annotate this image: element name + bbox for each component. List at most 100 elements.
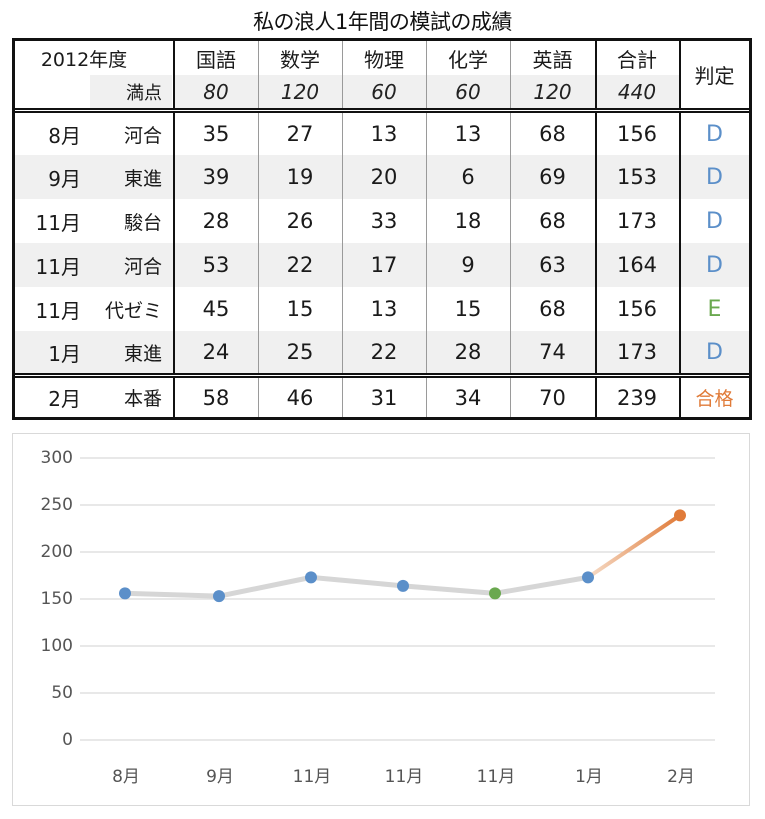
year-label: 2012年度 — [40, 48, 128, 71]
row-score: 6 — [461, 165, 475, 189]
judgement-badge: 合格 — [695, 388, 734, 410]
row-provider: 東進 — [123, 167, 162, 190]
row-provider: 代ゼミ — [104, 299, 162, 322]
page-title: 私の浪人1年間の模試の成績 — [253, 10, 512, 34]
data-point-marker — [396, 579, 409, 592]
row-total: 153 — [616, 165, 658, 189]
row-month: 1月 — [48, 341, 81, 366]
row-shade-4 — [15, 243, 749, 287]
row-score: 13 — [370, 122, 398, 146]
row-provider: 本番 — [123, 388, 162, 410]
col-divider — [258, 41, 259, 417]
row-score: 68 — [539, 122, 566, 146]
row-score: 58 — [202, 385, 230, 410]
x-tick-label: 11月 — [384, 767, 424, 787]
row-month: 11月 — [35, 298, 81, 323]
judgement-badge: D — [706, 339, 723, 365]
max-score: 120 — [280, 79, 320, 104]
col-divider — [510, 41, 511, 417]
judgement-badge: D — [706, 164, 723, 190]
row-shade-2 — [15, 155, 749, 199]
row-score: 22 — [286, 253, 314, 277]
col-divider-label — [173, 41, 175, 417]
line-chart: 300 250 200 150 100 50 0 8月 9月 11月 11月 11月 1月 2月 — [12, 433, 750, 806]
col-divider — [426, 41, 427, 417]
row-shade-6 — [15, 331, 749, 373]
data-point-marker — [118, 586, 131, 599]
row-score: 53 — [202, 253, 230, 277]
col-divider-total — [595, 41, 597, 417]
row-total: 239 — [616, 385, 658, 410]
col-divider-judgement — [679, 41, 681, 417]
row-score: 27 — [286, 122, 314, 146]
x-tick-label: 2月 — [667, 767, 695, 787]
data-point-marker — [488, 586, 501, 599]
judgement-badge: D — [706, 121, 723, 147]
x-tick-label: 1月 — [575, 767, 603, 787]
subject-header: 数学 — [280, 47, 320, 72]
row-score: 26 — [286, 209, 314, 233]
row-total: 173 — [616, 340, 658, 364]
x-tick-label: 8月 — [112, 767, 140, 787]
y-tick-label: 150 — [40, 589, 73, 609]
row-score: 33 — [370, 209, 398, 233]
trend-line — [124, 574, 588, 599]
row-score: 69 — [539, 165, 566, 189]
y-tick-label: 0 — [62, 730, 73, 750]
row-score: 31 — [370, 385, 398, 410]
judgement-header: 判定 — [694, 64, 735, 88]
y-tick-label: 300 — [40, 448, 73, 468]
row-score: 68 — [539, 297, 566, 321]
row-provider: 河合 — [123, 124, 162, 147]
row-provider: 東進 — [123, 342, 162, 365]
row-total: 156 — [616, 297, 658, 321]
judgement-badge: E — [707, 296, 722, 322]
row-month: 11月 — [35, 210, 81, 235]
row-score: 24 — [202, 340, 230, 364]
score-table: 2012年度 国語 数学 物理 化学 英語 合計 判定 満点 80 120 60… — [12, 38, 752, 420]
row-score: 63 — [539, 253, 566, 277]
chart-plot — [79, 456, 715, 741]
max-label: 満点 — [126, 82, 162, 104]
col-divider — [342, 41, 343, 417]
row-total: 173 — [616, 209, 658, 233]
row-score: 18 — [454, 209, 482, 233]
row-score: 70 — [539, 385, 566, 410]
row-score: 46 — [286, 385, 314, 410]
subject-header: 国語 — [196, 47, 236, 72]
row-score: 68 — [539, 209, 566, 233]
y-tick-label: 100 — [40, 636, 73, 656]
row-score: 28 — [202, 209, 230, 233]
row-score: 20 — [370, 165, 398, 189]
row-total: 156 — [616, 122, 658, 146]
row-month: 8月 — [48, 123, 81, 148]
row-score: 17 — [370, 253, 398, 277]
subject-header: 英語 — [532, 47, 573, 72]
max-score: 80 — [203, 79, 229, 104]
row-month: 9月 — [48, 166, 81, 191]
row-month: 2月 — [48, 387, 81, 411]
judgement-badge: D — [706, 208, 723, 234]
row-month: 11月 — [35, 254, 81, 279]
x-tick-label: 11月 — [292, 767, 332, 787]
row-score: 13 — [454, 122, 482, 146]
data-point-marker — [212, 589, 225, 602]
final-trend-line — [586, 513, 681, 579]
y-tick-label: 250 — [40, 495, 73, 515]
row-score: 45 — [202, 297, 230, 321]
row-score: 15 — [454, 297, 482, 321]
row-score: 22 — [370, 340, 398, 364]
row-score: 19 — [286, 165, 314, 189]
row-provider: 駿台 — [123, 211, 162, 234]
row-score: 39 — [202, 165, 230, 189]
final-divider — [15, 373, 749, 378]
max-score: 120 — [533, 79, 572, 104]
row-score: 9 — [461, 253, 475, 277]
row-total: 164 — [616, 253, 658, 277]
data-point-marker — [581, 570, 594, 583]
row-score: 25 — [286, 340, 314, 364]
data-point-marker — [304, 570, 317, 583]
y-tick-label: 200 — [40, 542, 73, 562]
max-label-shade — [90, 75, 172, 108]
row-score: 34 — [454, 385, 482, 410]
